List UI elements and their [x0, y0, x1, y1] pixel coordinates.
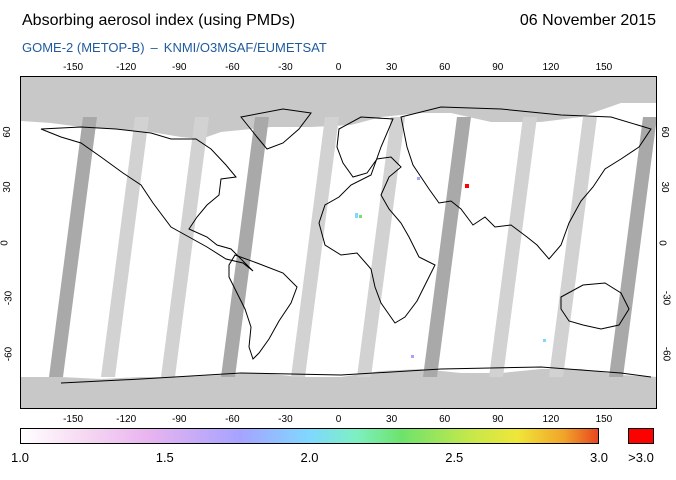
lat-tick-right-4: -60	[660, 346, 672, 361]
lon-tick-top-3: -60	[225, 62, 240, 73]
aerosol-map-svg	[21, 77, 656, 408]
swath-gaps	[49, 117, 656, 377]
lat-tick-left-3: -30	[3, 290, 15, 306]
lon-tick-top-8: 90	[492, 62, 504, 73]
lon-tick-bot-8: 90	[492, 414, 504, 425]
lon-tick-bot-0: -150	[63, 414, 84, 425]
antarctica-coast	[60, 366, 652, 384]
south-america-coast	[228, 254, 298, 360]
lon-tick-bot-4: -30	[278, 414, 293, 425]
lon-tick-bot-1: -120	[116, 414, 137, 425]
lat-tick-right-3: -30	[660, 290, 672, 306]
swath-gap-8	[549, 117, 597, 377]
lat-tick-left-0: 60	[2, 125, 14, 138]
colorbar-overflow-box	[628, 428, 654, 444]
lat-tick-left-1: 30	[2, 181, 14, 193]
swath-gap-5	[357, 117, 405, 377]
map-subtitle: GOME-2 (METOP-B) – KNMI/O3MSAF/EUMETSAT	[22, 40, 327, 55]
lon-tick-bot-5: 0	[335, 414, 342, 425]
swath-gap-3	[221, 117, 269, 377]
colorbar-overflow-label: >3.0	[628, 450, 654, 465]
lon-tick-bot-2: -90	[172, 414, 187, 425]
lat-tick-left-4: -60	[3, 346, 15, 361]
lon-tick-top-0: -150	[63, 62, 84, 73]
low-aai-pixel-2	[543, 339, 546, 342]
lat-tick-right-0: 60	[659, 125, 671, 138]
source-label: KNMI/O3MSAF/EUMETSAT	[163, 40, 327, 55]
world-map	[20, 76, 657, 409]
lon-tick-top-6: 30	[386, 62, 398, 73]
colorbar	[20, 428, 599, 444]
coastlines	[40, 106, 652, 384]
colorbar-label-4: 3.0	[589, 450, 609, 465]
colorbar-label-1: 1.5	[155, 450, 174, 465]
moderate-aai-pixel	[355, 213, 358, 218]
low-aai-pixel	[417, 177, 420, 180]
swath-gap-4	[291, 117, 339, 377]
colorbar-label-0: 1.0	[10, 450, 30, 465]
asia-coast	[400, 106, 652, 260]
swath-gap-9	[609, 117, 656, 377]
moderate-aai-pixel-2	[359, 215, 362, 218]
swath-gap-0	[49, 117, 97, 377]
greenland-coast	[240, 108, 312, 150]
lon-tick-bot-9: 120	[542, 414, 560, 425]
swath-gap-7	[489, 117, 537, 377]
lon-tick-top-9: 120	[542, 62, 560, 73]
swath-gap-6	[423, 117, 471, 377]
map-date: 06 November 2015	[519, 12, 656, 29]
swath-gap-2	[161, 117, 209, 377]
lon-tick-top-10: 150	[595, 62, 613, 73]
lat-tick-right-2: 0	[656, 239, 668, 246]
colorbar-label-3: 2.5	[445, 450, 464, 465]
north-polar-no-data	[21, 77, 656, 139]
lon-tick-top-4: -30	[278, 62, 293, 73]
south-polar-no-data	[21, 369, 656, 408]
lon-tick-top-2: -90	[172, 62, 187, 73]
lat-tick-right-1: 30	[659, 181, 671, 193]
colorbar-label-2: 2.0	[300, 450, 319, 465]
low-aai-pixel-3	[411, 355, 414, 358]
australia-coast	[560, 282, 630, 330]
lon-tick-bot-7: 60	[439, 414, 451, 425]
lon-tick-top-7: 60	[439, 62, 451, 73]
aerosol-detections	[355, 177, 546, 358]
high-aai-pixel	[465, 184, 469, 188]
europe-africa-coast	[318, 116, 436, 324]
map-title: Absorbing aerosol index (using PMDs)	[22, 12, 296, 29]
lon-tick-bot-3: -60	[225, 414, 240, 425]
subtitle-separator: –	[150, 40, 158, 55]
lon-tick-top-1: -120	[116, 62, 137, 73]
lon-tick-bot-10: 150	[595, 414, 613, 425]
lon-tick-top-5: 0	[335, 62, 342, 73]
north-america-coast	[40, 126, 254, 272]
lon-tick-bot-6: 30	[386, 414, 398, 425]
instrument-label: GOME-2 (METOP-B)	[22, 40, 145, 55]
lat-tick-left-2: 0	[0, 239, 11, 246]
